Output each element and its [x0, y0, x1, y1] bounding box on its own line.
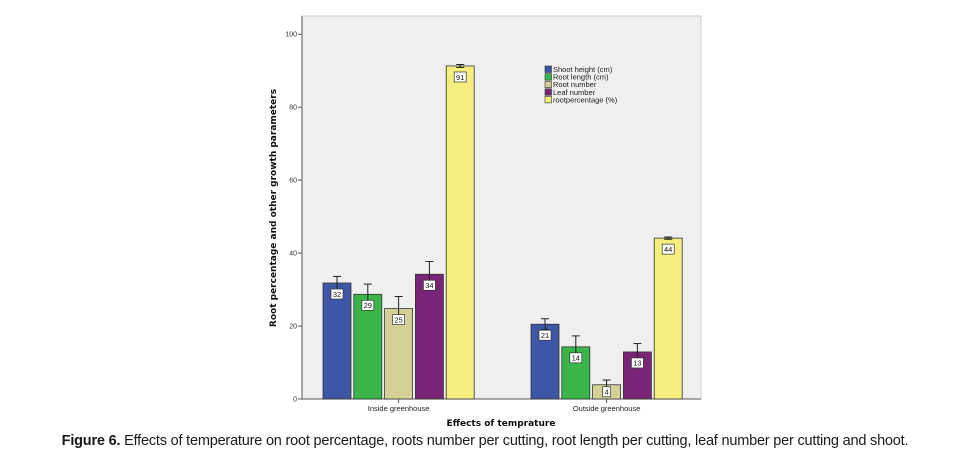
y-ticks: 0 20 40 60 80 100 [285, 32, 302, 404]
figure-caption-text: Effects of temperature on root percentag… [120, 433, 909, 449]
figure-caption-label: Figure 6. [61, 433, 121, 449]
bars: 32 29 25 34 91 21 14 4 13 44 [322, 64, 683, 400]
legend-swatch [544, 88, 552, 96]
y-tick-label: 100 [285, 32, 297, 39]
data-label-box [392, 314, 405, 325]
x-category-label: Inside greenhouse [368, 404, 430, 413]
figure-caption: Figure 6. Effects of temperature on root… [0, 433, 970, 449]
data-label: 25 [394, 315, 402, 324]
data-label: 14 [572, 354, 580, 363]
legend-swatch [544, 73, 552, 81]
data-label: 4 [605, 388, 609, 397]
data-label-box [538, 329, 552, 341]
bar [322, 282, 352, 400]
legend-label: Shoot height (cm) [553, 65, 613, 74]
legend-label: Leaf number [553, 88, 596, 97]
legend-label: Root number [553, 80, 597, 89]
x-axis-title: Effects of temprature [447, 419, 556, 429]
legend-swatch [544, 80, 552, 88]
legend-swatch [544, 96, 552, 104]
legend-label: Root length (cm) [553, 73, 609, 82]
y-tick-label: 0 [293, 397, 297, 404]
legend-label: rootpercentage (%) [553, 95, 618, 104]
x-category-label: Outside greenhouse [573, 404, 641, 413]
data-label-box [602, 386, 611, 398]
y-tick-label: 60 [289, 178, 297, 185]
y-tick-label: 40 [289, 251, 297, 258]
y-tick-label: 20 [289, 324, 297, 331]
data-label: 44 [664, 245, 672, 254]
y-tick-label: 80 [289, 105, 297, 112]
bar [653, 237, 683, 400]
data-label: 13 [633, 359, 641, 368]
legend-swatch [544, 65, 552, 73]
data-label: 21 [541, 331, 549, 340]
data-label-box [423, 279, 436, 291]
data-label: 34 [425, 281, 433, 290]
data-label: 91 [456, 73, 464, 82]
legend: Shoot height (cm)Root length (cm)Root nu… [544, 65, 618, 104]
y-axis-title: Root percentage and other growth paramet… [269, 89, 279, 327]
x-category-labels: Inside greenhouse Outside greenhouse [368, 399, 641, 413]
chart: 0 20 40 60 80 100 32 29 25 34 91 21 14 4 13 44 Inside … [269, 15, 702, 429]
data-label: 32 [333, 290, 341, 299]
bar [445, 65, 475, 400]
data-label-box [453, 71, 467, 83]
data-label-box [631, 357, 644, 369]
data-label-box [569, 352, 583, 364]
data-label: 29 [364, 301, 372, 310]
bar [414, 273, 444, 400]
data-label-box [330, 288, 344, 300]
data-label-box [661, 243, 675, 255]
bar [353, 293, 383, 400]
data-label-box [361, 299, 375, 311]
